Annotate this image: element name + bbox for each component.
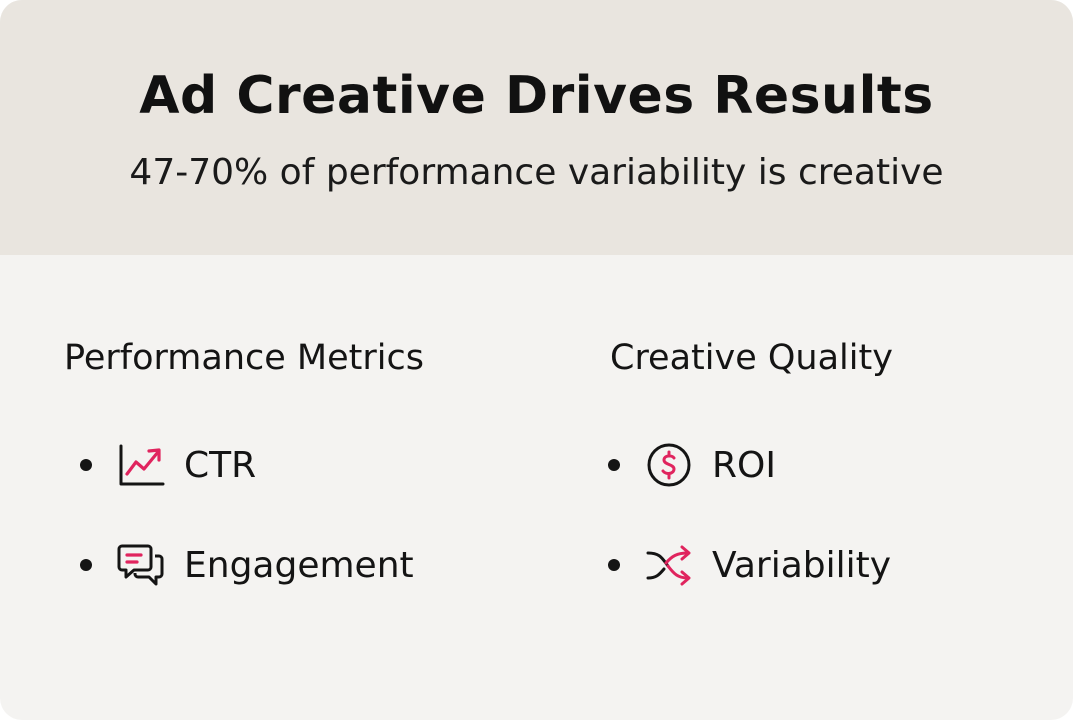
- bullet: [608, 559, 620, 571]
- shuffle-icon: [644, 540, 694, 590]
- trending-up-chart-icon: [116, 440, 166, 490]
- item-label: Engagement: [184, 544, 414, 586]
- dollar-circle-icon: [644, 440, 694, 490]
- column-creative-quality: Creative Quality: [610, 338, 893, 378]
- column-heading: Performance Metrics: [64, 338, 424, 378]
- item-label: Variability: [712, 544, 892, 586]
- list-item-ctr: CTR: [80, 440, 256, 490]
- header-banner: Ad Creative Drives Results 47-70% of per…: [0, 0, 1073, 255]
- column-performance-metrics: Performance Metrics: [64, 338, 424, 378]
- list-item-engagement: Engagement: [80, 540, 414, 590]
- page-subtitle: 47-70% of performance variability is cre…: [129, 152, 944, 193]
- chat-bubbles-icon: [116, 540, 166, 590]
- item-label: ROI: [712, 444, 776, 486]
- column-heading: Creative Quality: [610, 338, 893, 378]
- bullet: [80, 559, 92, 571]
- page-title: Ad Creative Drives Results: [139, 66, 934, 126]
- bullet: [80, 459, 92, 471]
- bullet: [608, 459, 620, 471]
- list-item-roi: ROI: [608, 440, 776, 490]
- list-item-variability: Variability: [608, 540, 891, 590]
- item-label: CTR: [184, 444, 257, 486]
